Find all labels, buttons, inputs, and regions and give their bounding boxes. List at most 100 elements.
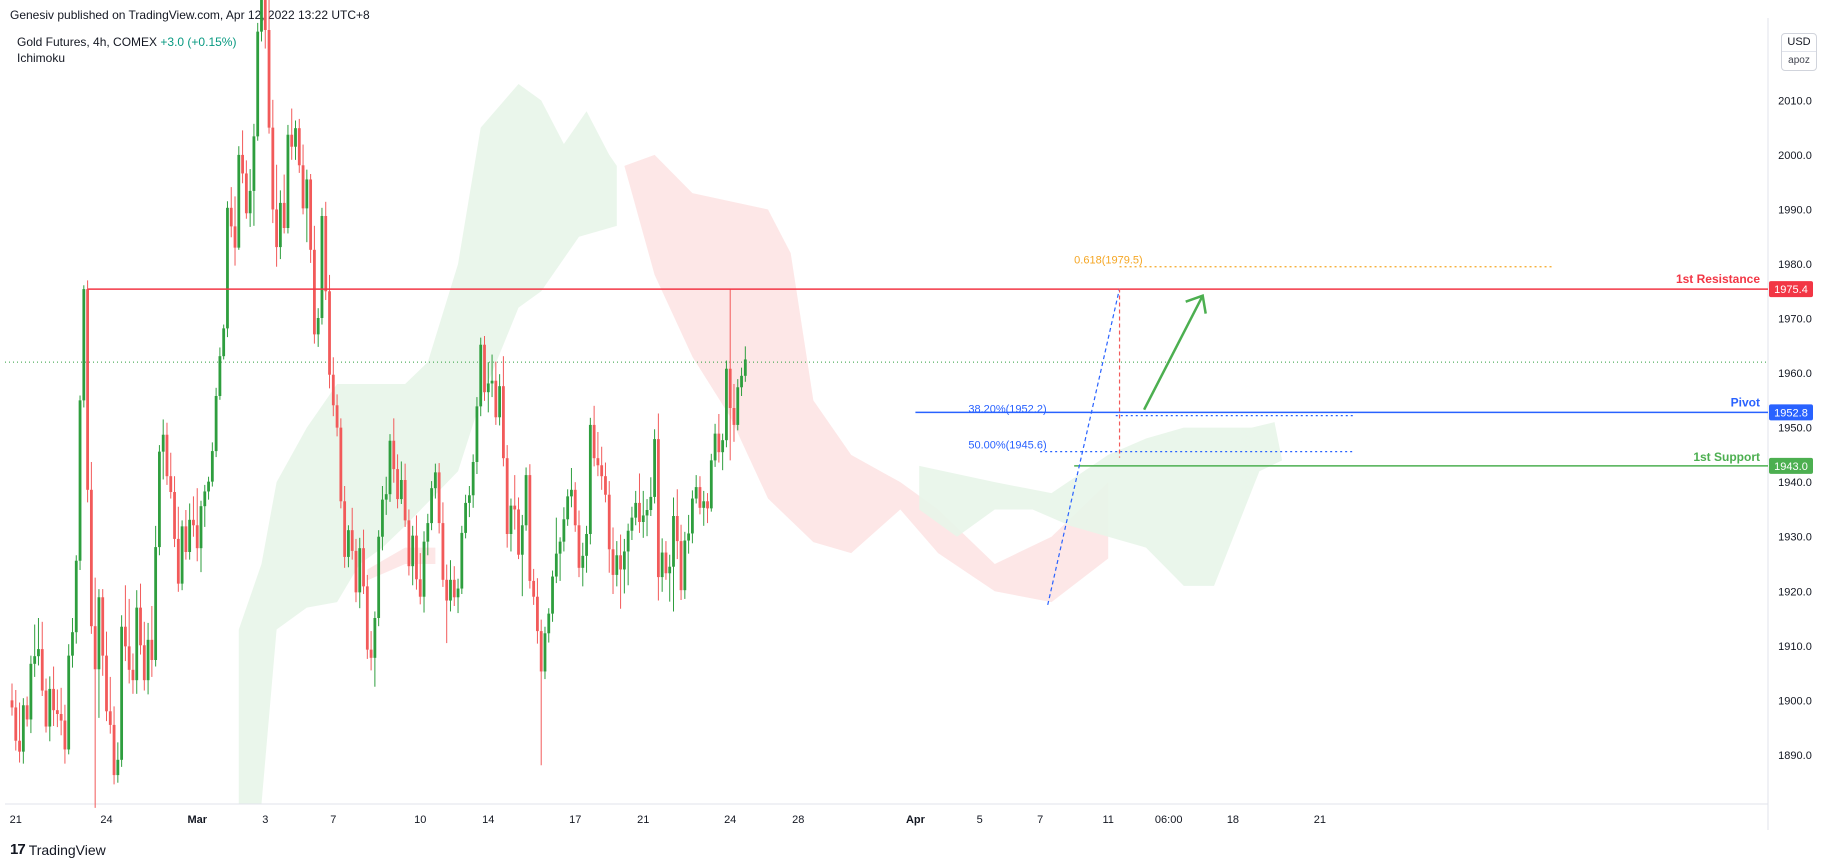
candle xyxy=(634,490,638,526)
candle-body xyxy=(600,465,604,477)
candle xyxy=(422,531,426,613)
candle-body xyxy=(717,433,721,453)
candle xyxy=(381,486,384,551)
candle xyxy=(452,566,456,606)
candle xyxy=(52,666,55,726)
candle xyxy=(475,397,479,474)
price-tick-label: 1900.0 xyxy=(1778,695,1812,707)
cloud-segment-3 xyxy=(919,422,1283,586)
candle xyxy=(127,598,131,684)
candle-body xyxy=(120,626,124,760)
candle-body xyxy=(229,207,233,227)
candle xyxy=(105,631,108,722)
candle xyxy=(649,477,653,516)
candle xyxy=(467,486,471,518)
tradingview-logo[interactable]: 17 TradingView xyxy=(10,841,106,858)
candle-body xyxy=(736,387,740,425)
candle xyxy=(226,201,229,338)
candle-body xyxy=(377,536,381,618)
candle xyxy=(116,742,120,783)
candle xyxy=(97,589,101,718)
candle-body xyxy=(165,434,169,477)
time-tick-label: 06:00 xyxy=(1155,814,1183,826)
candle-body xyxy=(433,472,437,489)
candle xyxy=(150,606,154,677)
candle xyxy=(358,537,362,609)
currency-selector[interactable]: USD apoz xyxy=(1781,33,1817,71)
candle-body xyxy=(498,386,502,418)
candle-body xyxy=(210,451,214,482)
candle-body xyxy=(551,576,554,614)
candle xyxy=(142,621,146,691)
candle xyxy=(339,418,343,509)
candle-body xyxy=(207,481,210,492)
candle-body xyxy=(728,368,732,408)
candle xyxy=(619,534,622,609)
candle-body xyxy=(146,639,150,681)
candle-body xyxy=(78,400,82,561)
candle xyxy=(192,496,195,537)
candle xyxy=(566,489,570,526)
candle-body xyxy=(89,489,93,627)
candle xyxy=(305,169,309,243)
candle xyxy=(218,347,222,400)
candle xyxy=(585,525,588,573)
time-tick-label: 7 xyxy=(1037,814,1043,826)
candle-body xyxy=(112,724,116,776)
candle-body xyxy=(365,586,369,650)
candle xyxy=(547,608,551,643)
candle-body xyxy=(471,462,475,496)
time-tick-label: 18 xyxy=(1227,814,1239,826)
candle xyxy=(433,463,437,499)
candle xyxy=(184,510,188,560)
candle-body xyxy=(543,633,547,672)
candle-body xyxy=(248,190,252,214)
projection-arrow-head xyxy=(1185,293,1207,314)
candle xyxy=(248,169,252,227)
candle xyxy=(554,517,558,584)
candle-body xyxy=(347,530,350,557)
candle xyxy=(683,531,687,599)
candle xyxy=(63,704,67,764)
candle xyxy=(528,464,532,589)
candle-body xyxy=(664,552,668,574)
candle xyxy=(86,280,89,503)
legend-indicator[interactable]: Ichimoku xyxy=(17,51,66,65)
candle xyxy=(479,337,483,417)
candle-body xyxy=(430,488,433,524)
candle xyxy=(237,146,241,250)
candle-body xyxy=(426,523,430,542)
candle-body xyxy=(388,440,392,495)
price-tick-label: 1970.0 xyxy=(1778,314,1812,326)
candle-body xyxy=(127,646,131,670)
candle-body xyxy=(592,424,596,459)
candle xyxy=(165,422,169,485)
time-tick-label: 28 xyxy=(792,814,804,826)
candle xyxy=(74,555,78,644)
candle xyxy=(267,0,271,134)
candle xyxy=(347,525,350,568)
candle-body xyxy=(475,406,479,462)
candle xyxy=(199,500,203,573)
candle xyxy=(290,108,294,160)
candle xyxy=(207,476,210,500)
candle-body xyxy=(271,127,275,210)
candle-body xyxy=(335,405,339,428)
level-price-label: 1943.0 xyxy=(1774,461,1808,473)
candle-body xyxy=(626,530,630,552)
candle-body xyxy=(29,663,33,720)
candle xyxy=(377,530,381,627)
candle-body xyxy=(452,579,456,598)
candle-body xyxy=(86,289,89,490)
candle xyxy=(626,523,630,586)
candle-body xyxy=(44,690,48,727)
candle-body xyxy=(441,523,445,580)
candle xyxy=(581,542,585,587)
candle-body xyxy=(354,550,358,593)
candle xyxy=(309,174,313,263)
candle xyxy=(169,452,173,499)
candle-body xyxy=(286,134,290,228)
candle-body xyxy=(558,541,562,554)
time-tick-label: Apr xyxy=(906,814,926,826)
